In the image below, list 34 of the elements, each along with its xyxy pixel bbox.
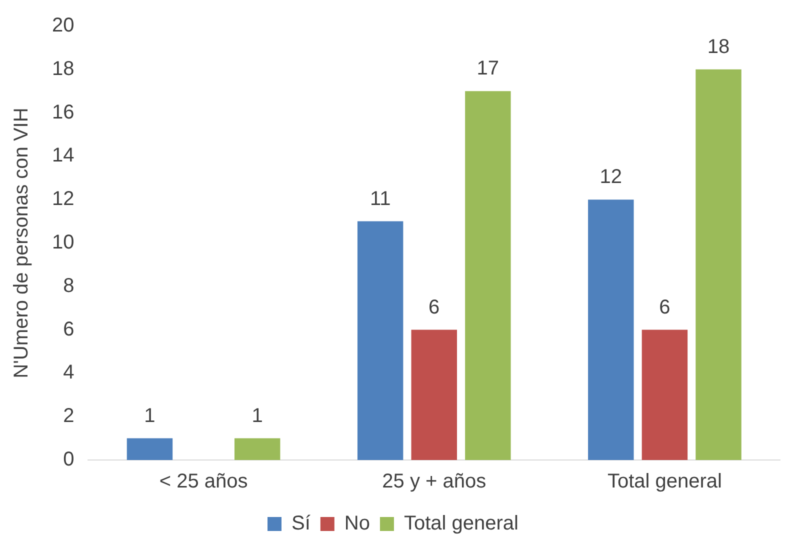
bar: [126, 438, 173, 460]
y-tick-label: 2: [63, 405, 74, 428]
bar: [696, 69, 742, 460]
legend-label: Total general: [404, 512, 518, 535]
bar: [588, 200, 634, 460]
y-tick-label: 8: [63, 274, 74, 297]
data-label: 6: [428, 296, 440, 318]
bar: [411, 330, 457, 460]
y-tick-label: 10: [52, 232, 74, 254]
bar: [465, 91, 511, 460]
x-tick-label: Total general: [607, 470, 722, 493]
y-tick-label: 4: [63, 362, 74, 384]
y-tick-label: 18: [52, 58, 74, 80]
y-tick-label: 12: [52, 188, 74, 210]
y-tick-label: 14: [52, 144, 74, 167]
data-label: 11: [370, 188, 391, 210]
y-tick-label: 16: [52, 101, 74, 124]
bar: [357, 221, 404, 460]
data-label: 6: [659, 296, 670, 318]
y-tick-label: 6: [63, 318, 74, 340]
legend-label: No: [344, 512, 370, 535]
bar: [234, 438, 280, 460]
data-label: 1: [144, 404, 156, 427]
data-label: 12: [600, 166, 622, 188]
data-label: 18: [707, 36, 730, 58]
y-tick-label: 0: [63, 448, 74, 471]
x-tick-label: 25 y + años: [382, 470, 486, 493]
data-label: 1: [252, 404, 263, 427]
legend-label: Sí: [292, 512, 311, 535]
y-tick-label: 20: [52, 14, 74, 37]
bar: [642, 330, 688, 460]
data-label: 17: [476, 58, 500, 80]
x-tick-label: < 25 años: [159, 470, 248, 493]
y-axis-title: N'Umero de personas con VIH: [10, 108, 33, 378]
